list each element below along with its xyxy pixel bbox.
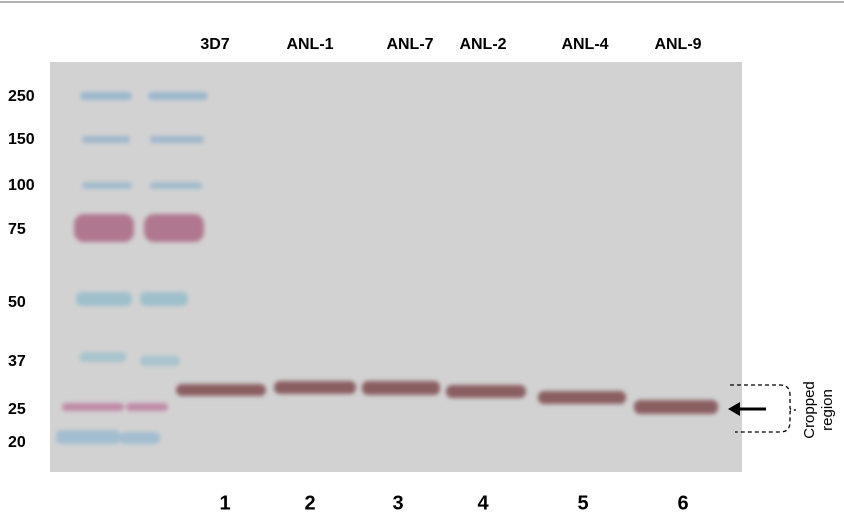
lane-number: 6 bbox=[677, 492, 688, 514]
annotation-text: region bbox=[819, 389, 836, 431]
marker-label: 50 bbox=[8, 294, 26, 311]
marker-label: 37 bbox=[8, 353, 26, 370]
annotation-text: Cropped bbox=[801, 381, 818, 439]
lane-label: ANL-7 bbox=[386, 36, 433, 53]
western-blot-figure: Cropped region 3D7 ANL-1 ANL-7 ANL-2 ANL-4 AN… bbox=[0, 0, 844, 518]
lane-label: ANL-1 bbox=[286, 36, 333, 53]
marker-label: 75 bbox=[8, 221, 26, 238]
lane-number: 2 bbox=[304, 492, 315, 514]
lane-number: 3 bbox=[392, 492, 403, 514]
marker-label: 25 bbox=[8, 401, 26, 418]
marker-label: 250 bbox=[8, 88, 35, 105]
lane-label: 3D7 bbox=[200, 36, 229, 53]
lane-label: ANL-4 bbox=[561, 36, 608, 53]
lane-number: 4 bbox=[477, 492, 489, 514]
lane-label: ANL-9 bbox=[654, 36, 701, 53]
lane-number: 1 bbox=[219, 492, 230, 514]
marker-label: 100 bbox=[8, 177, 35, 194]
marker-label: 20 bbox=[8, 434, 26, 451]
marker-label: 150 bbox=[8, 131, 35, 148]
lane-label: ANL-2 bbox=[459, 36, 506, 53]
lane-number: 5 bbox=[577, 492, 588, 514]
